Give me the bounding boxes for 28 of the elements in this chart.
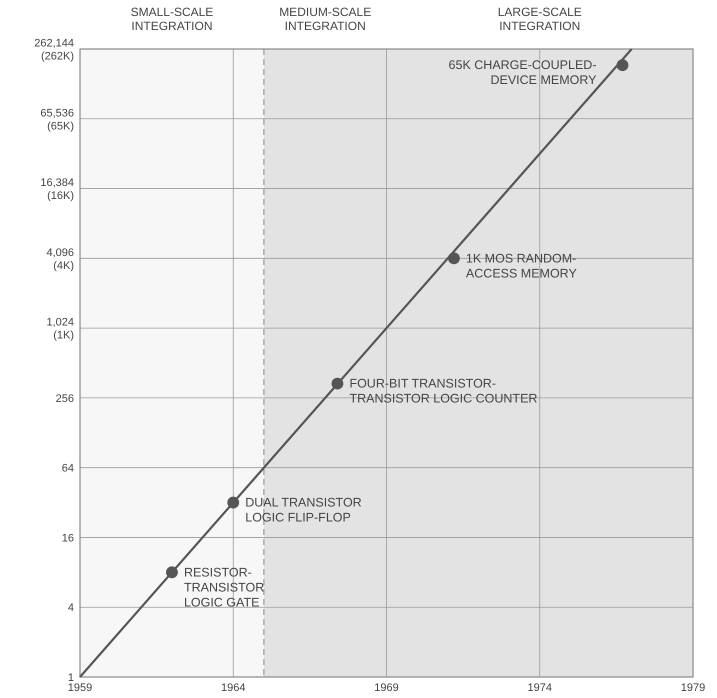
point xyxy=(332,378,344,390)
y-tick-label: 65,536 (65K) xyxy=(40,107,74,132)
x-tick-label: 1979 xyxy=(680,682,706,694)
x-tick-label: 1959 xyxy=(68,682,92,694)
annotation: DUAL TRANSISTOR LOGIC FLIP-FLOP xyxy=(245,496,362,525)
band-label: MEDIUM-SCALE INTEGRATION xyxy=(279,5,372,33)
y-tick-label: 256 xyxy=(56,392,74,405)
y-tick-label: 16 xyxy=(62,532,74,544)
y-tick-label: 16,384 (16K) xyxy=(40,177,74,202)
band-label: LARGE-SCALE INTEGRATION xyxy=(498,5,582,33)
y-tick-label: 1,024 (1K) xyxy=(46,316,74,342)
y-tick-label: 64 xyxy=(62,462,74,475)
annotation: FOUR-BIT TRANSISTOR- TRANSISTOR LOGIC COUNTER xyxy=(349,376,538,406)
annotation: 1K MOS RANDOM- ACCESS MEMORY xyxy=(466,251,578,280)
y-tick-label: 1 xyxy=(68,672,74,684)
y-tick-label: 4,096 (4K) xyxy=(46,246,74,272)
annotation: 65K CHARGE-COUPLED- DEVICE MEMORY xyxy=(448,58,598,88)
point xyxy=(227,496,240,508)
point xyxy=(616,59,628,72)
point xyxy=(448,252,460,264)
annotation: RESISTOR- TRANSISTOR LOGIC GATE xyxy=(184,565,264,610)
x-tick-label: 1969 xyxy=(374,682,399,694)
point xyxy=(166,566,178,578)
x-tick-label: 1964 xyxy=(221,682,246,694)
x-tick-label: 1974 xyxy=(528,682,552,694)
y-tick-label: 4 xyxy=(68,602,74,614)
y-tick-label: 262,144 (262K) xyxy=(34,38,74,62)
band-label: SMALL-SCALE INTEGRATION xyxy=(130,5,214,33)
